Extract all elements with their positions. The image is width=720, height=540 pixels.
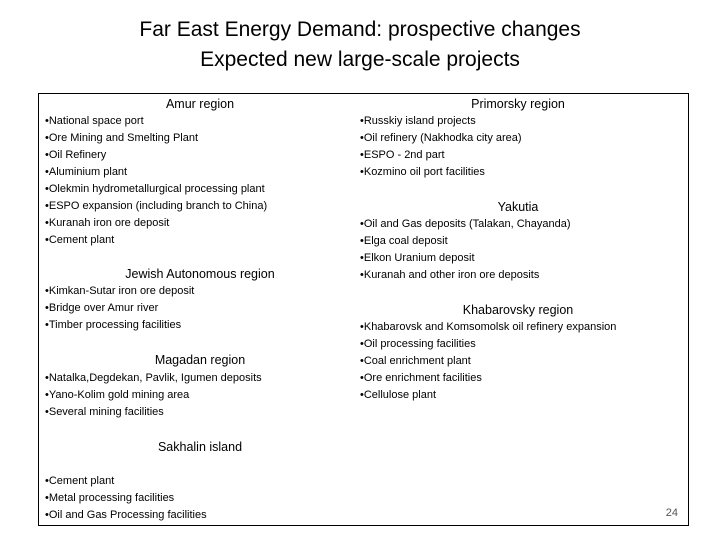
- list-item: •ESPO expansion (including branch to Chi…: [45, 200, 268, 212]
- list-item: •Kuranah iron ore deposit: [45, 217, 170, 229]
- list-item: •Elkon Uranium deposit: [360, 252, 475, 264]
- list-item: •Elga coal deposit: [360, 235, 448, 247]
- list-item: •Olekmin hydrometallurgical processing p…: [45, 183, 265, 195]
- list-item: •Timber processing facilities: [45, 319, 182, 331]
- list-item: •Oil refinery (Nakhodka city area): [360, 132, 522, 144]
- content-box: [38, 93, 689, 526]
- list-item: •Cement plant: [45, 234, 115, 246]
- section-heading: Khabarovsky region: [462, 303, 574, 317]
- list-item: •National space port: [45, 115, 144, 127]
- list-item: •Oil processing facilities: [360, 338, 476, 350]
- list-item: •Ore Mining and Smelting Plant: [45, 132, 199, 144]
- title-line: Expected new large-scale projects: [200, 48, 520, 71]
- list-item: •Bridge over Amur river: [45, 302, 159, 314]
- list-item: •Metal processing facilities: [45, 492, 175, 504]
- list-item: •Oil and Gas Processing facilities: [45, 509, 207, 521]
- list-item: •Oil Refinery: [45, 149, 107, 161]
- section-heading: Jewish Autonomous region: [125, 267, 275, 281]
- section-heading: Sakhalin island: [157, 440, 243, 454]
- list-item: •Yano-Kolim gold mining area: [45, 389, 190, 401]
- list-item: •Natalka,Degdekan, Pavlik, Igumen deposi…: [45, 372, 262, 384]
- list-item: •Ore enrichment facilities: [360, 372, 482, 384]
- page-number: 24: [665, 507, 678, 519]
- section-heading: Magadan region: [154, 353, 246, 367]
- list-item: •Aluminium plant: [45, 166, 128, 178]
- list-item: •Coal enrichment plant: [360, 355, 471, 367]
- section-heading: Yakutia: [497, 200, 539, 214]
- list-item: •Kimkan-Sutar iron ore deposit: [45, 285, 195, 297]
- list-item: •Kuranah and other iron ore deposits: [360, 269, 540, 281]
- section-heading: Primorsky region: [471, 97, 565, 111]
- list-item: •Kozmino oil port facilities: [360, 166, 485, 178]
- title-line: Far East Energy Demand: prospective chan…: [139, 18, 581, 41]
- list-item: •Khabarovsk and Komsomolsk oil refinery …: [360, 321, 617, 333]
- list-item: •Cement plant: [45, 475, 115, 487]
- list-item: •ESPO - 2nd part: [360, 149, 445, 161]
- list-item: •Several mining facilities: [45, 406, 164, 418]
- list-item: •Oil and Gas deposits (Talakan, Chayanda…: [360, 218, 571, 230]
- list-item: •Cellulose plant: [360, 389, 437, 401]
- section-heading: Amur region: [165, 97, 235, 111]
- list-item: •Russkiy island projects: [360, 115, 476, 127]
